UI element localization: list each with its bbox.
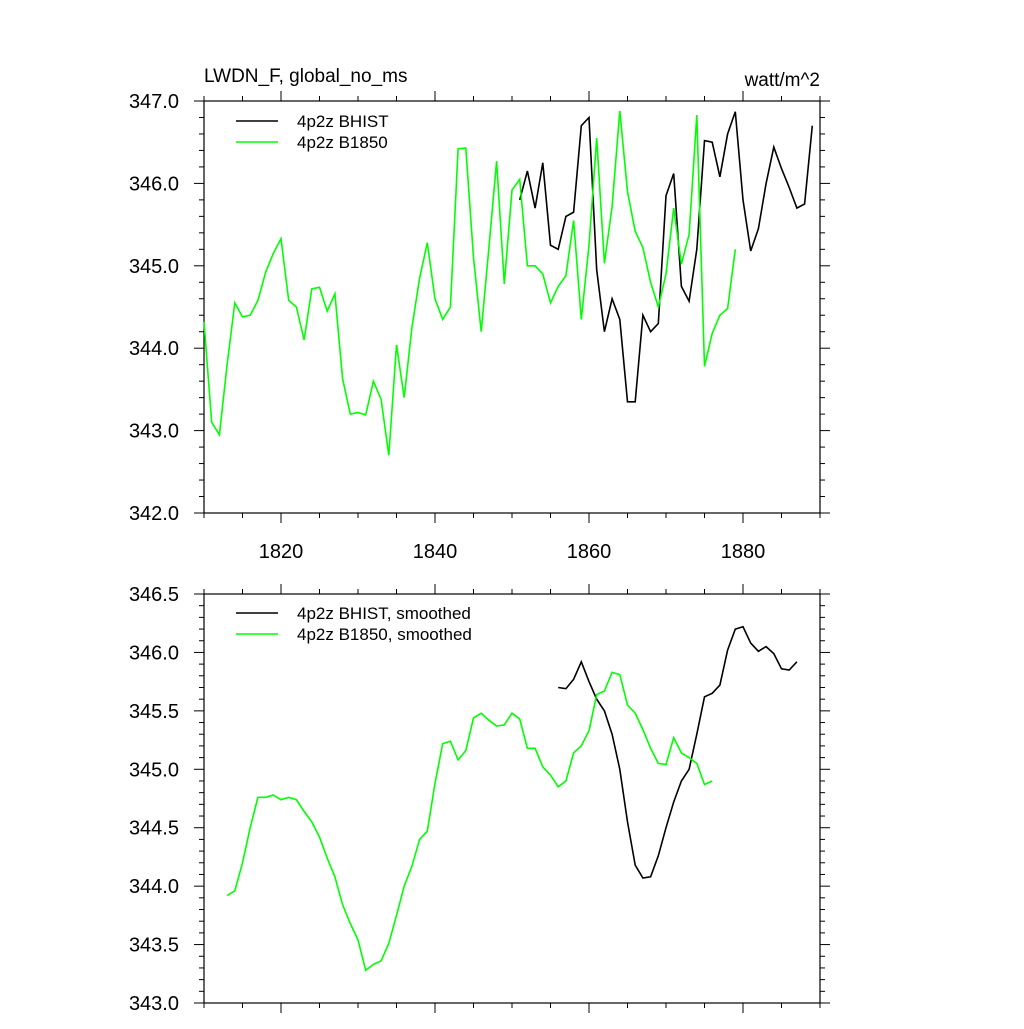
legend: 4p2z BHIST, smoothed 4p2z B1850, smoothe… [236,604,472,644]
bottom-panel: 343.0 343.5 344.0 344.5 345.0 345.5 346.0 346.5… [129,584,830,1015]
y-tick-label: 344.0 [129,876,179,898]
x-tick-label: 1860 [567,541,612,563]
y-tick-label: 344.0 [129,338,179,360]
x-tick-label: 1880 [721,541,766,563]
y-tick-label: 344.5 [129,818,179,840]
y-tick-label: 342.0 [129,503,179,525]
units-label: watt/m^2 [744,70,820,91]
series-line-b1850 [203,110,737,456]
top-panel: LWDN_F, global_no_ms watt/m^2 342.0 343.0… [129,66,830,563]
y-tick-label: 346.5 [129,584,179,606]
axis-ticks: 342.0 343.0 344.0 345.0 346.0 347.0 1820 1840 18… [129,91,830,563]
legend-label-b1850-smoothed: 4p2z B1850, smoothed [297,625,472,644]
series-group [203,110,814,456]
x-tick-label: 1840 [413,541,458,563]
plot-frame [203,593,821,1004]
y-tick-label: 343.0 [129,993,179,1015]
series-line-bhist-smoothed [558,625,798,879]
series-group [226,625,798,972]
y-tick-label: 346.0 [129,173,179,195]
series-line-bhist [518,111,814,403]
y-tick-label: 343.5 [129,935,179,957]
y-tick-label: 343.0 [129,421,179,443]
y-tick-label: 347.0 [129,91,179,113]
series-line-b1850-smoothed [226,671,713,972]
x-tick-label: 1820 [259,541,304,563]
legend: 4p2z BHIST 4p2z B1850 [236,112,389,152]
legend-label-b1850: 4p2z B1850 [297,133,388,152]
legend-label-bhist-smoothed: 4p2z BHIST, smoothed [297,604,471,623]
legend-label-bhist: 4p2z BHIST [297,112,389,131]
y-tick-label: 345.0 [129,256,179,278]
y-tick-label: 345.5 [129,701,179,723]
axis-ticks: 343.0 343.5 344.0 344.5 345.0 345.5 346.0 346.5 [129,584,830,1015]
y-tick-label: 346.0 [129,642,179,664]
chart-title: LWDN_F, global_no_ms [204,66,407,87]
y-tick-label: 345.0 [129,759,179,781]
